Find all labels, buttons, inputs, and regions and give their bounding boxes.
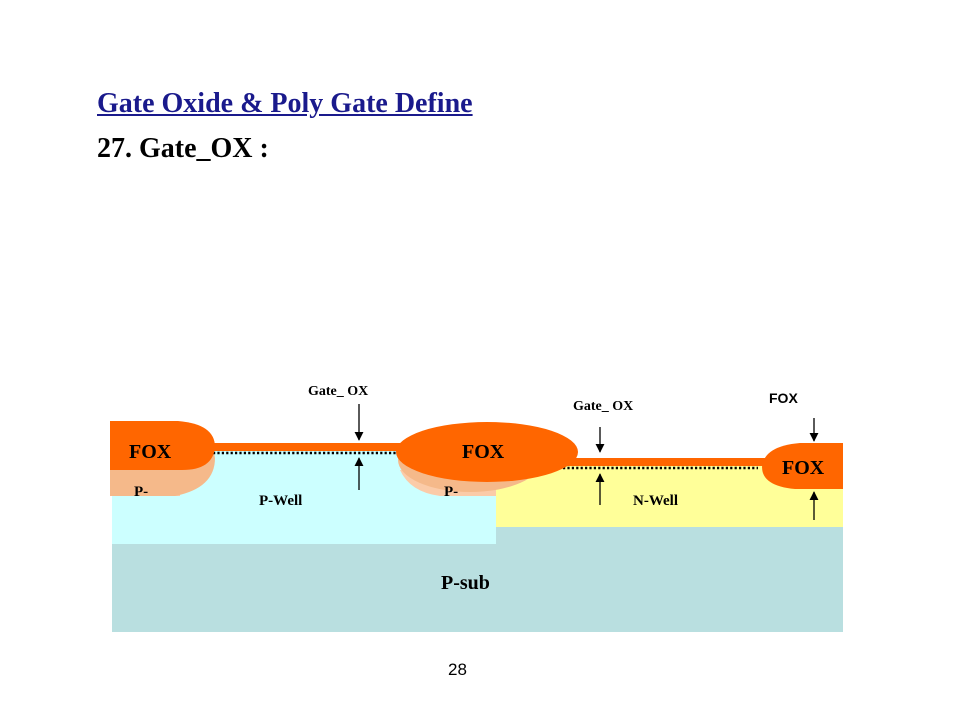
fox-left-label: FOX: [129, 441, 172, 463]
fox-callout-label: FOX: [769, 390, 798, 406]
fox-right-label: FOX: [782, 457, 825, 479]
page-number: 28: [448, 660, 467, 679]
fox-middle-region: [396, 422, 578, 482]
p-sub-region: [112, 527, 843, 632]
fox-right-region: [762, 443, 843, 489]
gate-ox-left-label: Gate_ OX: [308, 384, 368, 399]
slide-title: Gate Oxide & Poly Gate Define: [97, 88, 473, 119]
gate-ox-right-label: Gate_ OX: [573, 399, 633, 414]
p-well-label: P-Well: [259, 493, 302, 509]
p-minus-middle-label: P-: [444, 484, 458, 500]
fox-left-region: [110, 421, 215, 470]
gate-ox-strip-left: [210, 443, 406, 451]
n-well-label: N-Well: [633, 493, 678, 509]
gate-ox-strip-right: [560, 458, 770, 466]
step-heading: 27. Gate_OX :: [97, 133, 269, 164]
fox-middle-label: FOX: [462, 441, 505, 463]
p-minus-left-label: P-: [134, 484, 148, 500]
p-sub-label: P-sub: [441, 572, 490, 594]
